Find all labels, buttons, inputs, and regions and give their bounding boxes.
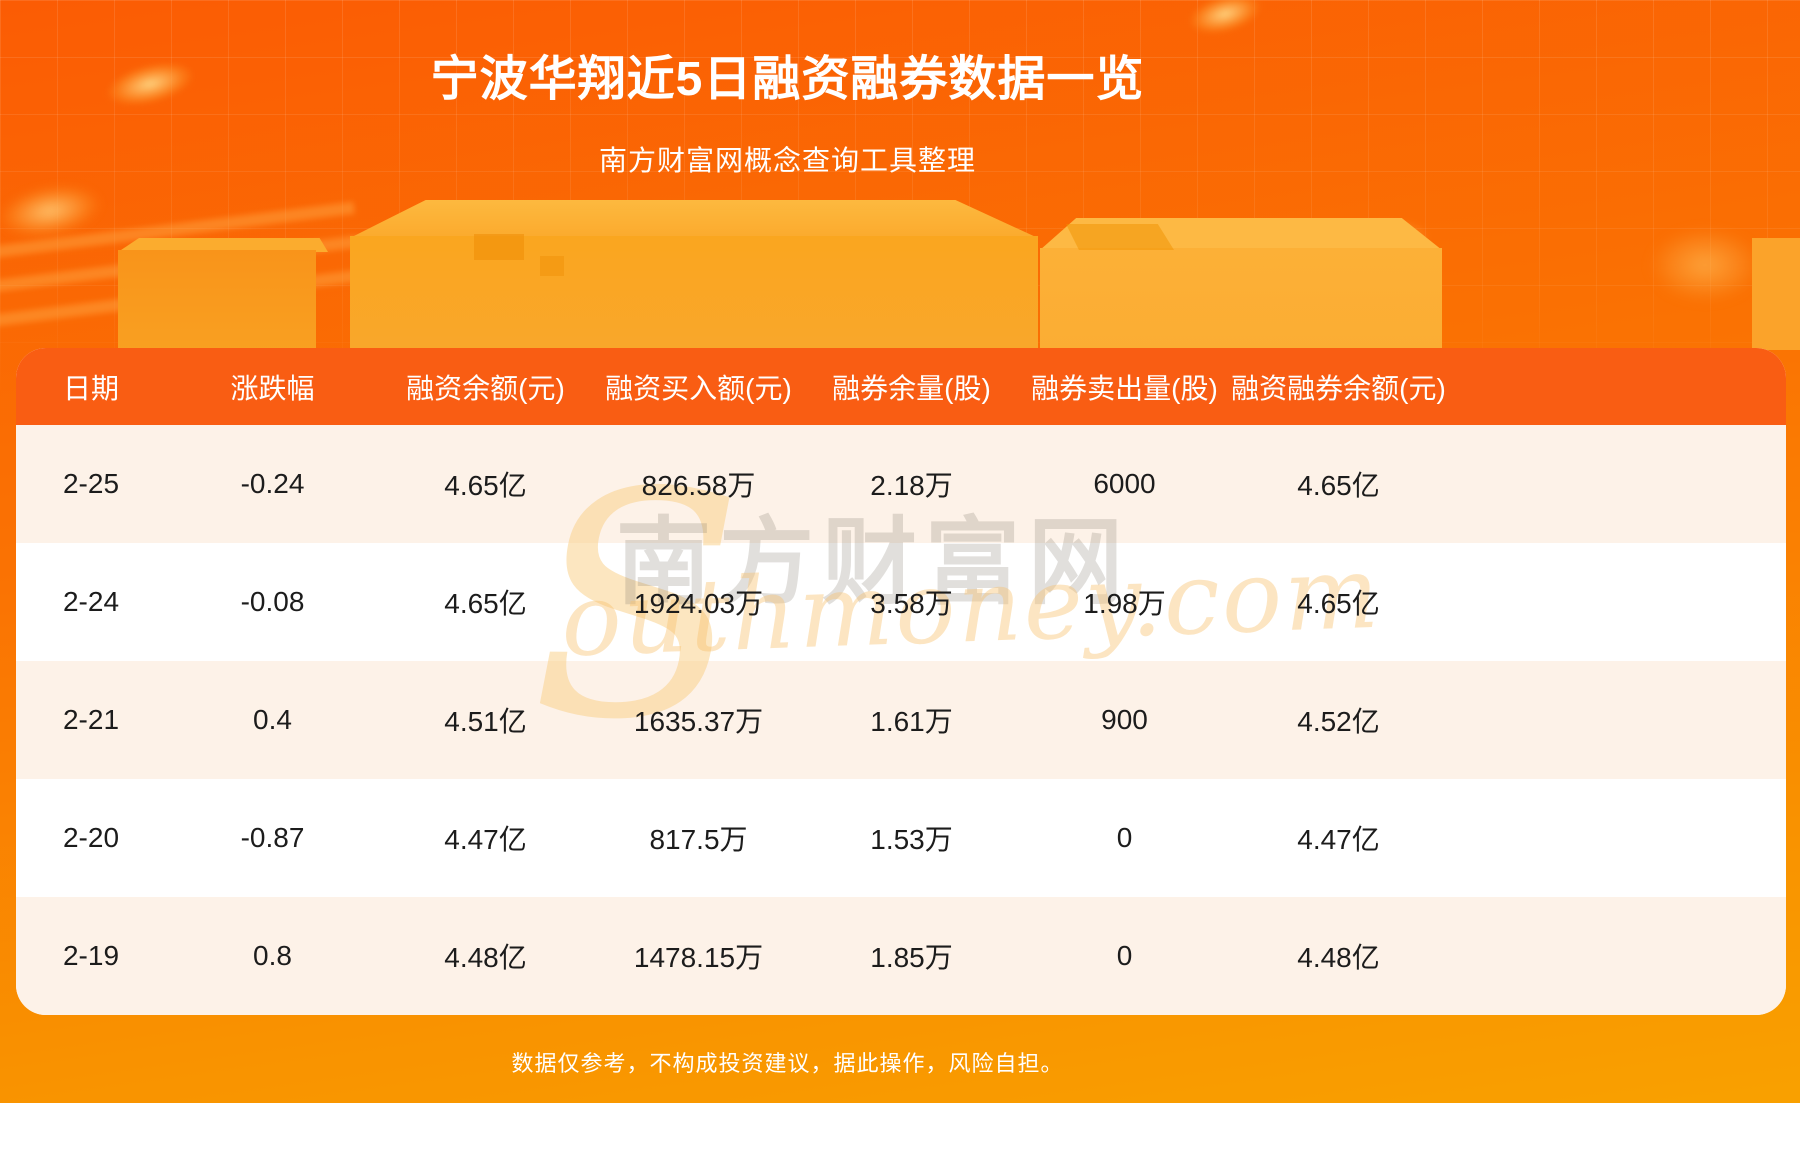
cell-total-balance: 4.65亿: [1297, 470, 1380, 501]
cell-date: 2-24: [62, 586, 120, 617]
cell-date: 2-25: [62, 468, 120, 499]
cell-securities-sell: 1.98万: [1083, 588, 1166, 619]
cell-securities-sell: 900: [1101, 704, 1148, 735]
cell-financing-balance: 4.65亿: [444, 588, 527, 619]
margin-data-table: S 南方财富网 outhmoney.com 日期 涨跌幅 融资余额(元) 融资买…: [16, 348, 1786, 1015]
cell-securities-balance: 2.18万: [870, 470, 953, 501]
decor-podium-center-front: [350, 236, 1038, 352]
disclaimer-text: 数据仅参考，不构成投资建议，据此操作，风险自担。: [511, 1051, 1064, 1076]
column-header-change: 涨跌幅: [230, 372, 315, 404]
cell-securities-sell: 0: [1116, 940, 1133, 971]
column-header-securities-sell: 融券卖出量(股): [1031, 372, 1218, 404]
page-subtitle: 南方财富网概念查询工具整理: [598, 145, 976, 177]
cell-financing-buy: 1924.03万: [633, 588, 764, 619]
table-header-row: 日期 涨跌幅 融资余额(元) 融资买入额(元) 融券余量(股) 融券卖出量(股)…: [16, 348, 1786, 425]
cell-financing-balance: 4.47亿: [444, 824, 527, 855]
page-title: 宁波华翔近5日融资融券数据一览: [430, 53, 1145, 106]
cell-securities-balance: 1.85万: [870, 942, 953, 973]
cell-total-balance: 4.65亿: [1297, 588, 1380, 619]
column-header-financing-balance: 融资余额(元): [406, 372, 565, 404]
cell-financing-balance: 4.48亿: [444, 942, 527, 973]
cell-financing-buy: 826.58万: [641, 470, 756, 501]
decor-podium-right-step: [1066, 224, 1174, 250]
decor-box-right-edge: [1752, 238, 1800, 350]
cell-financing-buy: 1478.15万: [633, 942, 764, 973]
cell-total-balance: 4.47亿: [1297, 824, 1380, 855]
column-header-total-balance: 融资融券余额(元): [1231, 372, 1446, 404]
cell-total-balance: 4.48亿: [1297, 942, 1380, 973]
table-row: 2-25 -0.24 4.65亿 826.58万 2.18万 6000 4.65…: [16, 425, 1786, 543]
cell-date: 2-20: [62, 822, 120, 853]
cell-change: 0.4: [253, 704, 292, 735]
cell-date: 2-21: [62, 704, 120, 735]
cell-financing-balance: 4.65亿: [444, 470, 527, 501]
cell-financing-buy: 817.5万: [649, 824, 748, 855]
cell-date: 2-19: [62, 940, 120, 971]
decor-podium-notch-2: [540, 256, 564, 276]
column-header-financing-buy: 融资买入额(元): [605, 372, 792, 404]
table-row: 2-20 -0.87 4.47亿 817.5万 1.53万 0 4.47亿: [16, 779, 1786, 897]
cell-change: 0.8: [253, 940, 292, 971]
cell-change: -0.08: [240, 586, 305, 617]
cell-total-balance: 4.52亿: [1297, 706, 1380, 737]
cell-securities-balance: 1.53万: [870, 824, 953, 855]
column-header-securities-balance: 融券余量(股): [832, 372, 991, 404]
cell-financing-buy: 1635.37万: [633, 706, 764, 737]
hero-section: 宁波华翔近5日融资融券数据一览 南方财富网概念查询工具整理: [0, 0, 1575, 179]
decor-podium-notch-1: [474, 234, 524, 260]
table-row: 2-21 0.4 4.51亿 1635.37万 1.61万 900 4.52亿: [16, 661, 1786, 779]
cell-change: -0.24: [240, 468, 305, 499]
cell-financing-balance: 4.51亿: [444, 706, 527, 737]
table-row: 2-24 -0.08 4.65亿 1924.03万 3.58万 1.98万 4.…: [16, 543, 1786, 661]
cell-securities-balance: 1.61万: [870, 706, 953, 737]
cell-securities-balance: 3.58万: [870, 588, 953, 619]
column-header-date: 日期: [62, 372, 119, 404]
table-row: 2-19 0.8 4.48亿 1478.15万 1.85万 0 4.48亿: [16, 897, 1786, 1015]
decor-podium-center-top: [350, 200, 1038, 238]
cell-change: -0.87: [240, 822, 305, 853]
cell-securities-sell: 0: [1116, 822, 1133, 853]
cell-securities-sell: 6000: [1093, 468, 1156, 499]
decor-podium-left-front: [118, 250, 316, 352]
bottom-white-strip: [0, 1103, 1800, 1150]
decor-podium-right-front: [1040, 248, 1442, 352]
decor-podium-left-top: [118, 238, 328, 252]
